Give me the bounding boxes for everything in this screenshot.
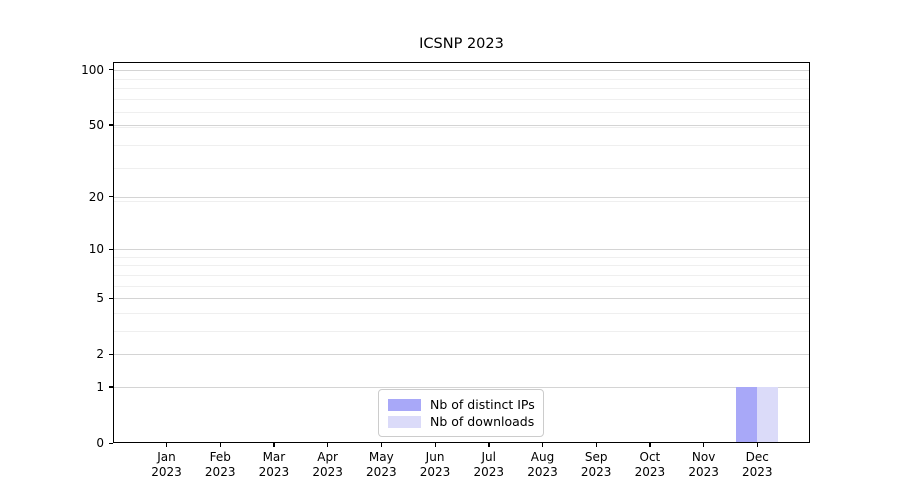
y-tick-mark: [109, 297, 113, 299]
minor-gridline: [113, 274, 810, 276]
plot-area: [113, 62, 810, 443]
x-tick-mark: [434, 443, 436, 447]
legend-swatch-distinct-ips: [388, 398, 421, 411]
x-tick-mark: [327, 443, 329, 447]
major-gridline: [113, 298, 810, 300]
major-gridline: [113, 69, 810, 71]
major-gridline: [113, 386, 810, 388]
x-tick-mark: [703, 443, 705, 447]
y-tick-mark: [109, 386, 113, 388]
x-tick-mark: [273, 443, 275, 447]
minor-gridline: [113, 111, 810, 113]
legend-label-downloads: Nb of downloads: [430, 414, 535, 429]
x-tick-mark: [380, 443, 383, 447]
bar-nb-of-downloads-dec: [757, 386, 779, 443]
x-tick-mark: [219, 443, 221, 447]
x-tick-mark: [756, 443, 759, 447]
x-tick-label: Dec 2023: [742, 450, 773, 479]
legend-entry-distinct-ips: Nb of distinct IPs: [388, 396, 535, 413]
minor-gridline: [113, 285, 810, 287]
x-tick-label: Feb 2023: [204, 450, 236, 479]
x-tick-label: Jul 2023: [473, 450, 505, 479]
x-tick-label: Aug 2023: [527, 450, 558, 479]
bar-nb-of-distinct-ips-dec: [736, 386, 758, 443]
minor-gridline: [113, 78, 810, 80]
y-tick-label: 1: [96, 379, 104, 394]
x-tick-label: Jan 2023: [151, 450, 182, 479]
y-tick-label: 10: [88, 242, 104, 256]
y-tick-mark: [109, 248, 113, 250]
y-tick-label: 5: [96, 291, 104, 306]
minor-gridline: [113, 200, 810, 202]
x-tick-label: Nov 2023: [688, 450, 719, 479]
y-tick-mark: [109, 196, 113, 198]
minor-gridline: [113, 167, 810, 169]
y-tick-label: 2: [96, 347, 104, 362]
x-tick-label: Jun 2023: [419, 450, 451, 479]
major-gridline: [113, 124, 810, 126]
legend-swatch-downloads: [388, 415, 421, 428]
minor-gridline: [113, 88, 810, 90]
x-tick-label: Oct 2023: [634, 450, 666, 479]
legend: Nb of distinct IPs Nb of downloads: [378, 389, 544, 437]
major-gridline: [113, 196, 810, 198]
y-tick-label: 0: [96, 436, 104, 450]
x-tick-label: Sep 2023: [580, 450, 612, 479]
x-tick-label: May 2023: [366, 450, 397, 479]
minor-gridline: [113, 256, 810, 258]
x-tick-mark: [649, 443, 651, 447]
y-tick-mark: [109, 442, 113, 444]
legend-label-distinct-ips: Nb of distinct IPs: [430, 397, 535, 412]
minor-gridline: [113, 312, 810, 314]
chart-title: ICSNP 2023: [419, 36, 504, 52]
major-gridline: [113, 249, 810, 250]
x-tick-mark: [166, 443, 168, 447]
y-tick-label: 100: [81, 62, 104, 77]
minor-gridline: [113, 265, 810, 267]
y-tick-mark: [109, 124, 113, 126]
y-tick-mark: [109, 69, 113, 71]
legend-entry-downloads: Nb of downloads: [388, 413, 534, 430]
y-tick-label: 20: [88, 189, 104, 204]
minor-gridline: [113, 330, 810, 332]
x-tick-mark: [488, 443, 490, 447]
x-tick-label: Apr 2023: [312, 450, 343, 479]
minor-gridline: [113, 144, 810, 146]
major-gridline: [113, 354, 810, 356]
minor-gridline: [113, 126, 810, 128]
minor-gridline: [113, 99, 810, 101]
y-tick-mark: [109, 353, 113, 355]
x-tick-label: Mar 2023: [258, 450, 290, 479]
x-tick-mark: [595, 443, 597, 447]
y-tick-label: 50: [88, 117, 104, 132]
x-tick-mark: [541, 443, 544, 447]
